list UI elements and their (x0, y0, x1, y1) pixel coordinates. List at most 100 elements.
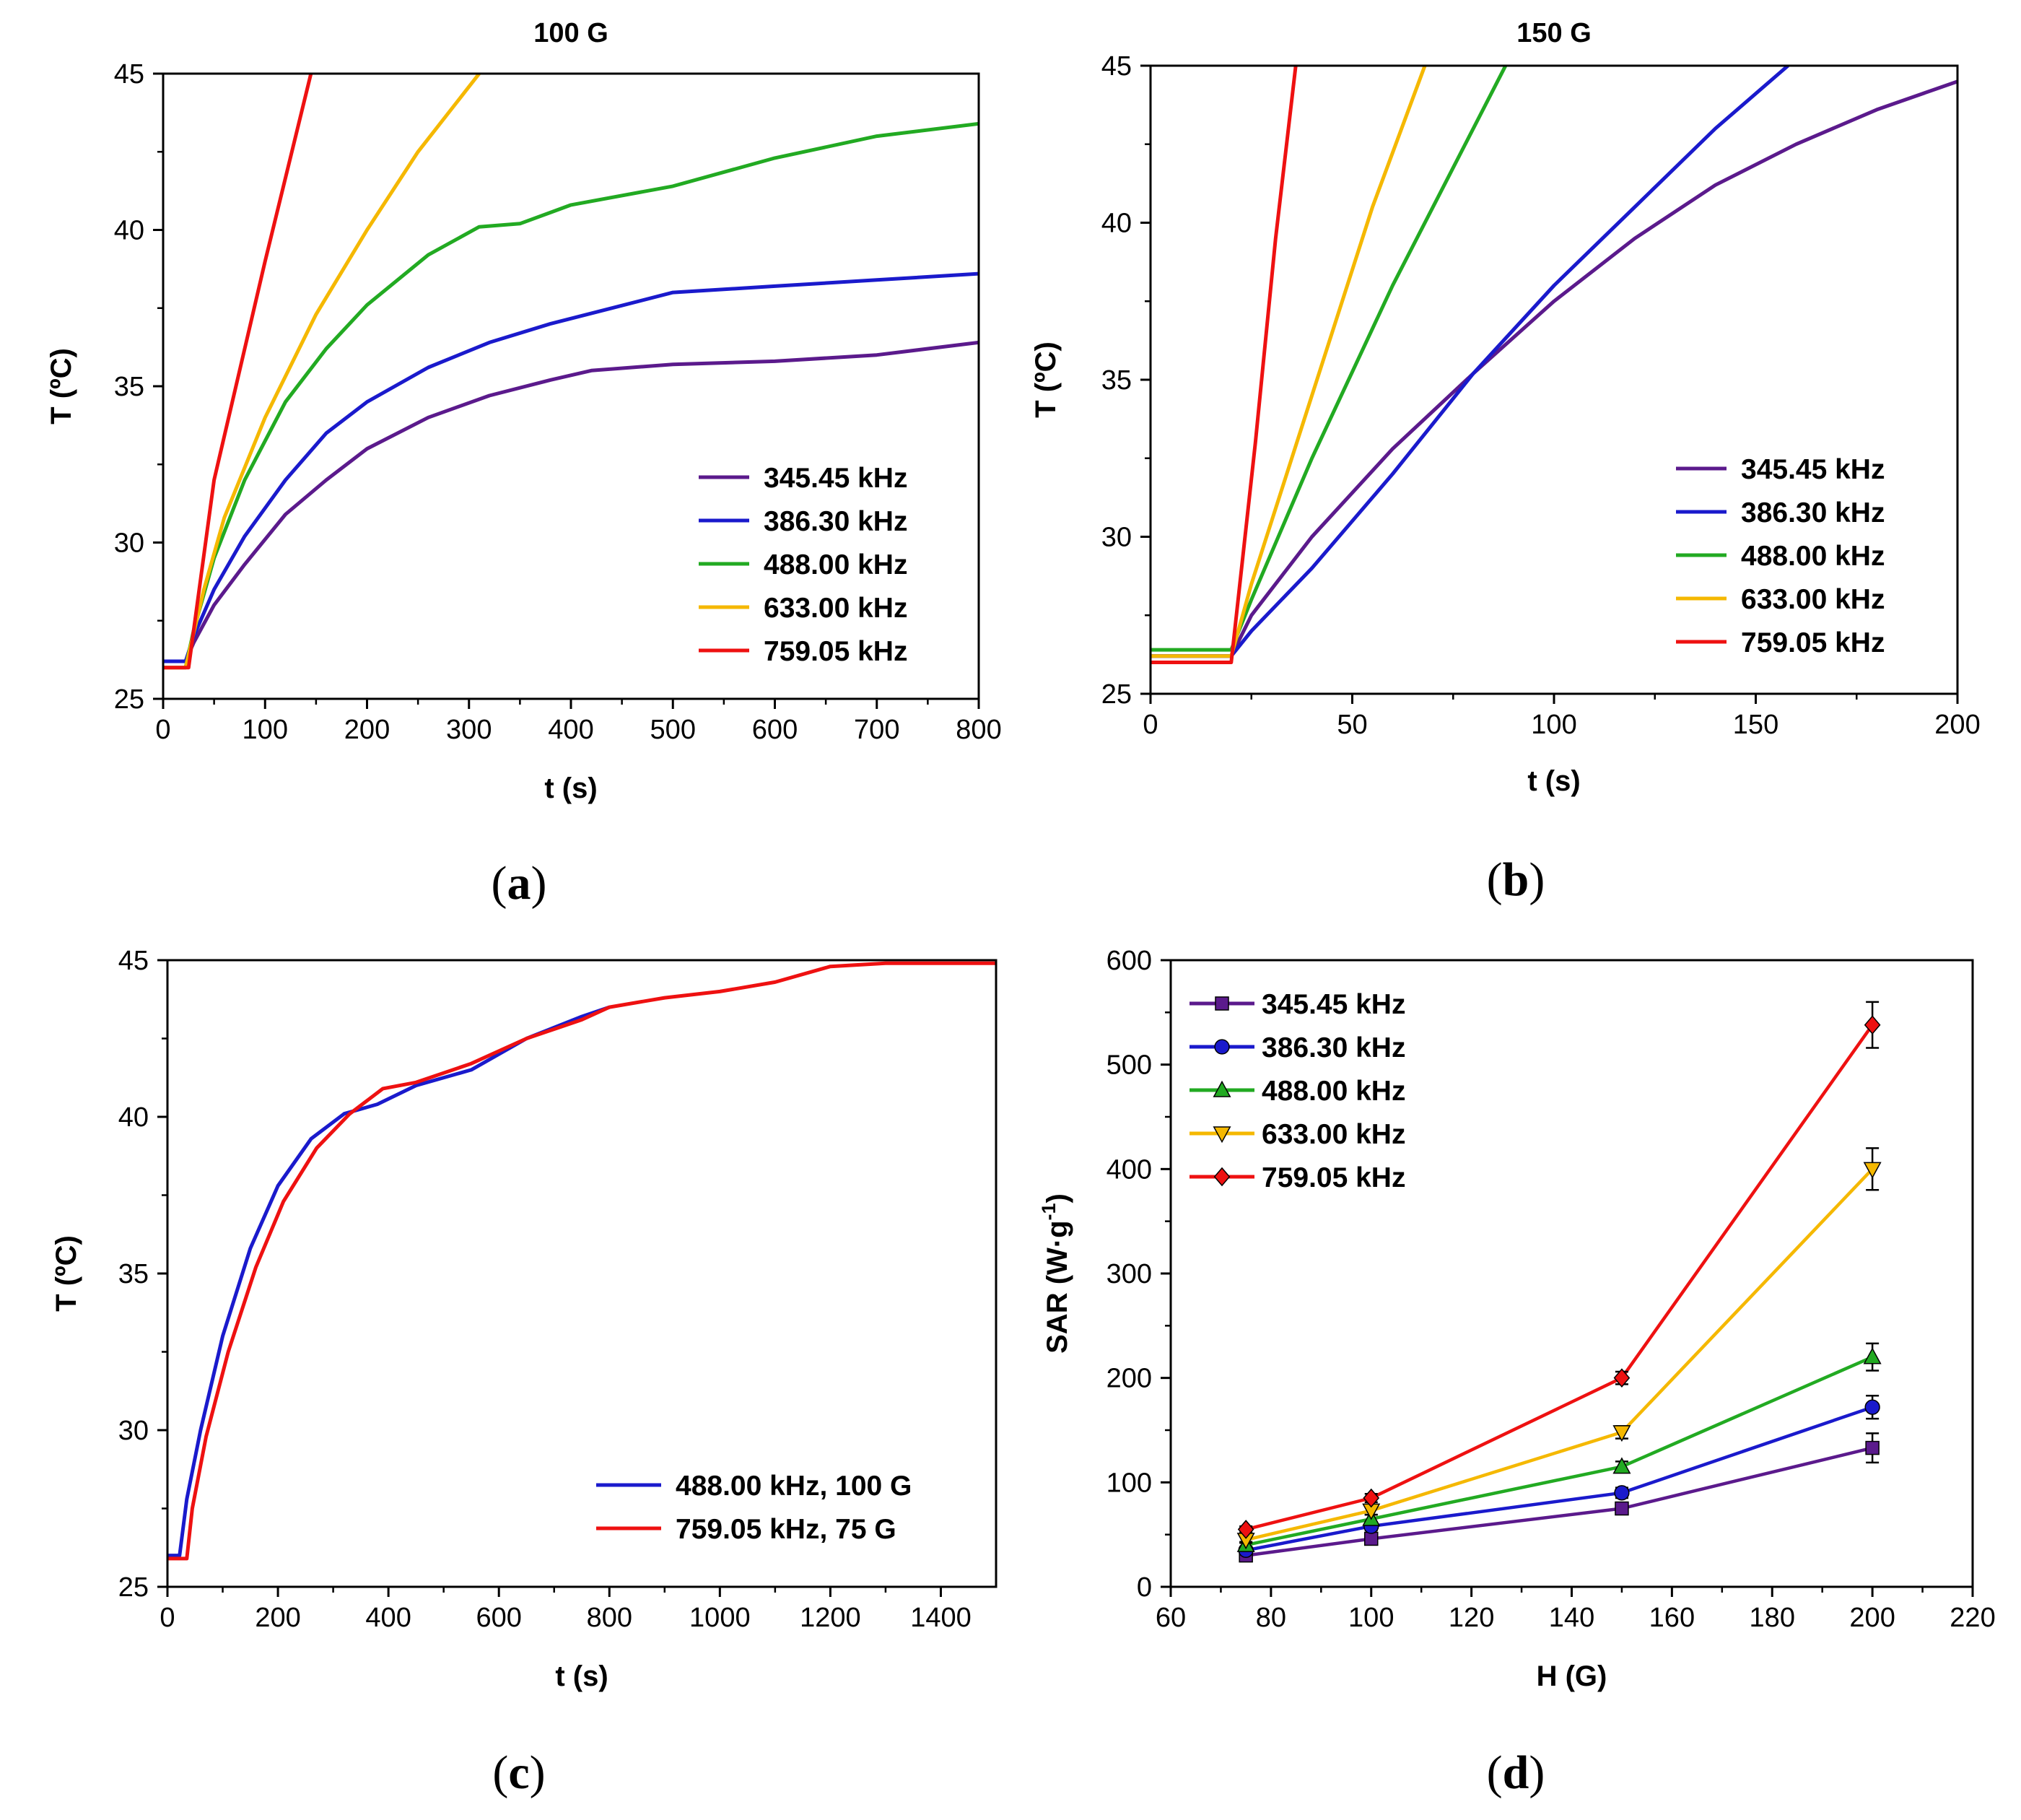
x-tick-label: 800 (956, 715, 1001, 745)
caption-open-paren: ( (1487, 1746, 1503, 1799)
y-tick-label: 300 (1106, 1259, 1152, 1289)
x-axis-label: H (G) (1537, 1660, 1607, 1692)
y-tick-label: 40 (114, 216, 144, 246)
data-point (1863, 1162, 1882, 1179)
y-axis-label: T (ºC) (45, 348, 77, 424)
legend-label: 345.45 kHz (1741, 454, 1885, 485)
y-tick-label: 25 (118, 1572, 149, 1603)
y-axis-label: T (ºC) (1030, 341, 1062, 418)
x-tick-label: 200 (1934, 710, 1980, 740)
y-axis-label-text: SAR (W·g (1042, 1220, 1073, 1353)
x-tick-label: 180 (1750, 1603, 1795, 1633)
legend-marker (1213, 1126, 1231, 1144)
legend-label: 759.05 kHz, 75 G (676, 1514, 896, 1545)
x-tick-label: 150 (1733, 710, 1778, 740)
y-axis-label: SAR (W·g-1) (1038, 1193, 1073, 1354)
y-tick-label: 30 (114, 528, 144, 559)
series-line-345-45-kHz (1151, 79, 1957, 658)
legend-label: 345.45 kHz (1262, 989, 1405, 1020)
panel-c: 0 200 400 600 800 1000 1200 1400 25 30 35 40 45 t (s)… (51, 946, 998, 1799)
y-tick-label: 0 (1137, 1572, 1152, 1603)
y-tick-label: 25 (114, 684, 144, 715)
y-tick-label: 45 (114, 59, 144, 90)
x-tick-label: 120 (1449, 1603, 1494, 1633)
panel-a: 0 100 200 300 400 500 600 700 800 25 30 35 40 45 100 G… (45, 18, 1002, 910)
series-line-386-30-kHz (163, 271, 979, 663)
legend-marker (1214, 1039, 1230, 1055)
legend-label: 633.00 kHz (1262, 1119, 1405, 1150)
series-line-488-00-kHz-100-G (167, 1005, 611, 1558)
caption-letter: c (508, 1746, 529, 1799)
x-tick-label: 400 (548, 715, 593, 745)
x-tick-label: 100 (243, 715, 288, 745)
series-line-759-05-kHz (163, 74, 313, 670)
y-tick-label: 400 (1106, 1154, 1152, 1185)
legend-label: 759.05 kHz (764, 636, 907, 667)
x-tick-label: 0 (1143, 710, 1158, 740)
legend-marker (1215, 996, 1229, 1011)
y-tick-label: 45 (1101, 51, 1132, 82)
data-point (1363, 1488, 1380, 1508)
y-tick-label: 500 (1106, 1050, 1152, 1081)
x-tick-label: 600 (752, 715, 798, 745)
caption-letter: d (1503, 1746, 1529, 1799)
panel-caption: (d) (1487, 1746, 1545, 1799)
y-tick-label: 25 (1101, 679, 1132, 710)
series-line-633-00-kHz (1245, 1167, 1874, 1542)
series-line-633-00-kHz (163, 74, 481, 670)
x-tick-label: 200 (255, 1603, 300, 1633)
data-point (1865, 1440, 1880, 1455)
legend-label: 488.00 kHz (764, 549, 907, 580)
x-tick-label: 160 (1649, 1603, 1695, 1633)
data-point (1864, 1015, 1881, 1035)
legend-label: 488.00 kHz (1741, 541, 1885, 572)
x-tick-label: 500 (650, 715, 696, 745)
series-line-488-00-kHz (1151, 66, 1508, 652)
series-line-386-30-kHz (1245, 1406, 1873, 1552)
caption-letter: a (507, 857, 531, 910)
data-point (1612, 1457, 1631, 1474)
x-tick-label: 400 (365, 1603, 411, 1633)
series-line-345-45-kHz (163, 340, 979, 663)
y-tick-label: 30 (118, 1416, 149, 1446)
data-point (1237, 1520, 1254, 1539)
y-tick-label: 40 (118, 1102, 149, 1133)
data-point (1615, 1501, 1629, 1516)
x-tick-label: 100 (1348, 1603, 1394, 1633)
legend-label: 386.30 kHz (1262, 1032, 1405, 1063)
x-tick-label: 220 (1950, 1603, 1995, 1633)
legend-marker (1213, 1080, 1231, 1097)
caption-open-paren: ( (492, 1746, 508, 1799)
panel-caption: (c) (492, 1746, 545, 1799)
data-point (1614, 1485, 1630, 1501)
x-tick-label: 200 (344, 715, 390, 745)
y-tick-label: 100 (1106, 1468, 1152, 1498)
y-axis-label-tail: ) (1042, 1193, 1073, 1203)
legend-label: 759.05 kHz (1262, 1162, 1405, 1193)
caption-close-paren: ) (530, 1746, 546, 1799)
series-line-345-45-kHz (1245, 1446, 1873, 1557)
y-tick-label: 30 (1101, 523, 1132, 553)
series-line-759-05-kHz (1245, 1024, 1874, 1531)
panel-caption: (b) (1487, 853, 1545, 906)
y-axis-label-text: T (ºC) (51, 1235, 82, 1312)
x-tick-label: 1000 (689, 1603, 751, 1633)
x-tick-label: 1400 (910, 1603, 972, 1633)
y-axis-label: T (ºC) (51, 1235, 82, 1312)
data-point (1364, 1531, 1379, 1546)
panel-title: 100 G (533, 18, 608, 48)
x-tick-label: 140 (1549, 1603, 1594, 1633)
data-point (1864, 1399, 1880, 1415)
x-axis-label: t (s) (555, 1660, 608, 1692)
caption-close-paren: ) (1529, 853, 1545, 906)
y-tick-label: 40 (1101, 209, 1132, 239)
caption-close-paren: ) (531, 857, 547, 910)
x-tick-label: 0 (155, 715, 170, 745)
y-axis-label-text: T (ºC) (45, 348, 77, 424)
y-tick-label: 200 (1106, 1364, 1152, 1394)
x-tick-label: 1200 (800, 1603, 861, 1633)
legend-label: 759.05 kHz (1741, 627, 1885, 658)
legend-label: 386.30 kHz (1741, 497, 1885, 528)
caption-letter: b (1503, 853, 1529, 906)
